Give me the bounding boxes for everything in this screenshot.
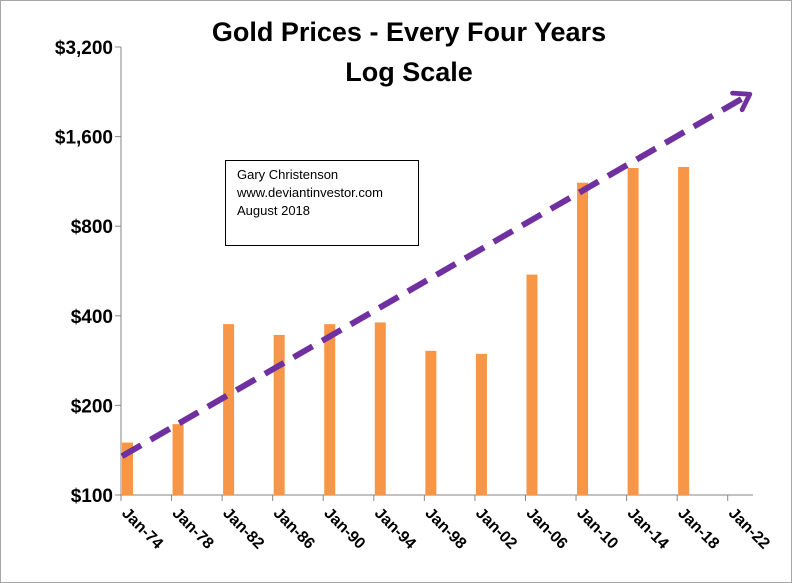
bars [122,166,690,496]
x-tick-label: Jan-94 [371,505,419,553]
y-tick-label: $800 [71,217,113,238]
bar [273,334,285,495]
bar [122,442,133,495]
y-tick-label: $3,200 [55,38,113,59]
trend-arrow [120,90,753,459]
y-tick-label: $200 [71,396,113,417]
x-tick-label: Jan-98 [422,505,470,553]
y-axis: $100 $200 $400 $800 $1,600 $3,200 [55,38,122,507]
x-axis: Jan-74 Jan-78 Jan-82 Jan-86 Jan-90 Jan-94 Jan-… [118,494,773,553]
x-tick-label: Jan-02 [472,505,520,553]
annotation-date: August 2018 [237,203,311,218]
chart-title: Gold Prices - Every Four Years [212,17,606,47]
bar [425,350,437,495]
bar [577,182,589,495]
y-tick-label: $400 [71,307,113,328]
x-tick-label: Jan-78 [169,505,217,553]
annotation-author: Gary Christenson [237,167,339,182]
x-tick-label: Jan-22 [725,505,773,553]
bar [627,167,639,496]
x-tick-label: Jan-06 [523,505,571,553]
bar [374,322,386,495]
x-tick-label: Jan-86 [270,505,318,553]
annotation-website: www.deviantinvestor.com [237,185,383,200]
x-tick-label: Jan-14 [624,505,672,553]
x-tick-label: Jan-82 [219,505,267,553]
bar [172,424,184,495]
y-tick-label: $100 [71,486,113,507]
bar [678,166,690,495]
x-tick-label: Jan-90 [320,505,368,553]
trend-line [120,90,753,459]
chart-subtitle: Log Scale [345,57,473,87]
x-tick-label: Jan-10 [573,505,621,553]
annotation-box: Gary Christenson www.deviantinvestor.com… [225,160,419,246]
y-tick-label: $1,600 [55,128,113,149]
x-tick-label: Jan-18 [674,505,722,553]
bar [526,274,538,495]
x-tick-label: Jan-74 [118,505,166,553]
bar [475,353,487,495]
bar [223,324,235,495]
bar [324,324,336,495]
